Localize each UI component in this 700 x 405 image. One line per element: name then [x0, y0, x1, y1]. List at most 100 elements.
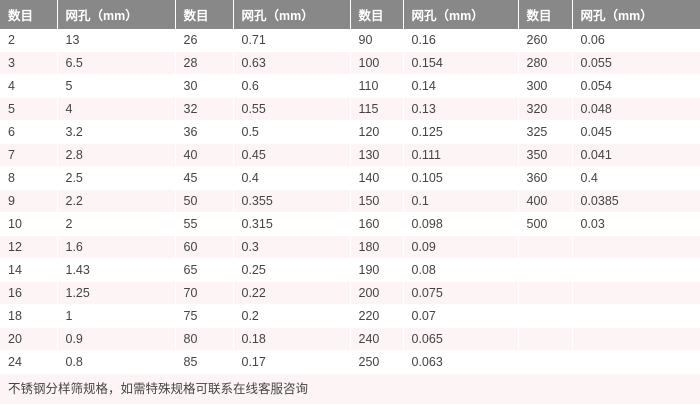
- cell-mesh-count-3: 200: [350, 281, 404, 305]
- table-footer-row: 不锈钢分样筛规格，如需特殊规格可联系在线客服咨询: [0, 373, 700, 405]
- cell-mesh-count-3: 190: [350, 258, 404, 282]
- table-row: 2 13 26 0.71 90 0.16 260 0.06: [0, 29, 700, 52]
- cell-aperture-1: 0.9: [57, 327, 176, 351]
- table-row: 4 5 30 0.6 110 0.14 300 0.054: [0, 74, 700, 98]
- cell-aperture-1: 5: [57, 74, 176, 98]
- cell-aperture-2: 0.63: [233, 51, 351, 75]
- cell-aperture-3: 0.105: [403, 166, 519, 190]
- cell-mesh-count-4: [518, 281, 573, 305]
- cell-mesh-count-3: 115: [350, 97, 404, 121]
- cell-mesh-count-2: 60: [175, 235, 234, 259]
- cell-aperture-1: 1.43: [57, 258, 176, 282]
- column-header-aperture-1: 网孔（mm）: [57, 0, 176, 29]
- cell-aperture-1: 2.2: [57, 189, 176, 213]
- cell-aperture-2: 0.6: [233, 74, 351, 98]
- cell-aperture-2: 0.4: [233, 166, 351, 190]
- cell-mesh-count-3: 110: [350, 74, 404, 98]
- cell-mesh-count-2: 85: [175, 350, 234, 374]
- cell-mesh-count-4: [518, 327, 573, 351]
- cell-mesh-count-4: 300: [518, 74, 573, 98]
- table-row: 10 2 55 0.315 160 0.098 500 0.03: [0, 212, 700, 236]
- cell-aperture-4: 0.06: [572, 29, 700, 52]
- cell-mesh-count-3: 130: [350, 143, 404, 167]
- cell-aperture-2: 0.315: [233, 212, 351, 236]
- cell-aperture-4: 0.03: [572, 212, 700, 236]
- cell-mesh-count-2: 40: [175, 143, 234, 167]
- cell-mesh-count-1: 6: [0, 120, 58, 144]
- cell-aperture-2: 0.25: [233, 258, 351, 282]
- cell-mesh-count-3: 150: [350, 189, 404, 213]
- cell-mesh-count-2: 55: [175, 212, 234, 236]
- column-header-mesh-count-1: 数目: [0, 0, 58, 29]
- cell-aperture-1: 2.5: [57, 166, 176, 190]
- cell-mesh-count-1: 18: [0, 304, 58, 328]
- cell-mesh-count-4: [518, 350, 573, 374]
- cell-mesh-count-1: 24: [0, 350, 58, 374]
- cell-mesh-count-1: 8: [0, 166, 58, 190]
- cell-mesh-count-1: 3: [0, 51, 58, 75]
- cell-aperture-3: 0.16: [403, 29, 519, 52]
- cell-aperture-1: 1.6: [57, 235, 176, 259]
- table-row: 9 2.2 50 0.355 150 0.1 400 0.0385: [0, 189, 700, 213]
- cell-mesh-count-1: 4: [0, 74, 58, 98]
- cell-aperture-4: [572, 327, 700, 351]
- cell-mesh-count-2: 45: [175, 166, 234, 190]
- cell-mesh-count-3: 90: [350, 29, 404, 52]
- cell-aperture-1: 4: [57, 97, 176, 121]
- cell-mesh-count-4: 280: [518, 51, 573, 75]
- cell-mesh-count-1: 5: [0, 97, 58, 121]
- cell-mesh-count-1: 14: [0, 258, 58, 282]
- cell-aperture-4: 0.0385: [572, 189, 700, 213]
- cell-aperture-2: 0.71: [233, 29, 351, 52]
- cell-aperture-4: 0.045: [572, 120, 700, 144]
- cell-mesh-count-3: 250: [350, 350, 404, 374]
- cell-mesh-count-2: 70: [175, 281, 234, 305]
- cell-aperture-3: 0.111: [403, 143, 519, 167]
- table-row: 3 6.5 28 0.63 100 0.154 280 0.055: [0, 51, 700, 75]
- cell-mesh-count-3: 100: [350, 51, 404, 75]
- footer-note: 不锈钢分样筛规格，如需特殊规格可联系在线客服咨询: [0, 373, 700, 405]
- cell-aperture-4: [572, 304, 700, 328]
- cell-aperture-4: 0.4: [572, 166, 700, 190]
- table-header: 数目 网孔（mm） 数目 网孔（mm） 数目 网孔（mm） 数目 网孔（mm）: [0, 0, 700, 29]
- cell-aperture-1: 2: [57, 212, 176, 236]
- cell-mesh-count-1: 20: [0, 327, 58, 351]
- cell-mesh-count-3: 140: [350, 166, 404, 190]
- cell-mesh-count-1: 12: [0, 235, 58, 259]
- cell-mesh-count-4: 400: [518, 189, 573, 213]
- table-row: 14 1.43 65 0.25 190 0.08: [0, 258, 700, 282]
- cell-aperture-1: 13: [57, 29, 176, 52]
- cell-aperture-3: 0.1: [403, 189, 519, 213]
- cell-aperture-3: 0.098: [403, 212, 519, 236]
- cell-mesh-count-1: 16: [0, 281, 58, 305]
- cell-aperture-4: 0.054: [572, 74, 700, 98]
- cell-mesh-count-2: 65: [175, 258, 234, 282]
- cell-aperture-3: 0.09: [403, 235, 519, 259]
- cell-aperture-3: 0.07: [403, 304, 519, 328]
- cell-mesh-count-3: 240: [350, 327, 404, 351]
- cell-mesh-count-4: 500: [518, 212, 573, 236]
- cell-mesh-count-2: 32: [175, 97, 234, 121]
- cell-aperture-2: 0.355: [233, 189, 351, 213]
- cell-aperture-3: 0.075: [403, 281, 519, 305]
- cell-mesh-count-3: 160: [350, 212, 404, 236]
- cell-mesh-count-3: 180: [350, 235, 404, 259]
- cell-aperture-2: 0.22: [233, 281, 351, 305]
- cell-aperture-1: 3.2: [57, 120, 176, 144]
- cell-aperture-4: 0.048: [572, 97, 700, 121]
- cell-aperture-1: 0.8: [57, 350, 176, 374]
- cell-mesh-count-4: 260: [518, 29, 573, 52]
- cell-aperture-2: 0.2: [233, 304, 351, 328]
- table-row: 12 1.6 60 0.3 180 0.09: [0, 235, 700, 259]
- cell-mesh-count-2: 36: [175, 120, 234, 144]
- column-header-mesh-count-3: 数目: [350, 0, 404, 29]
- column-header-aperture-2: 网孔（mm）: [233, 0, 351, 29]
- cell-mesh-count-4: [518, 258, 573, 282]
- column-header-mesh-count-4: 数目: [518, 0, 573, 29]
- cell-mesh-count-3: 120: [350, 120, 404, 144]
- cell-aperture-2: 0.55: [233, 97, 351, 121]
- cell-aperture-4: [572, 350, 700, 374]
- table-row: 8 2.5 45 0.4 140 0.105 360 0.4: [0, 166, 700, 190]
- cell-mesh-count-4: 325: [518, 120, 573, 144]
